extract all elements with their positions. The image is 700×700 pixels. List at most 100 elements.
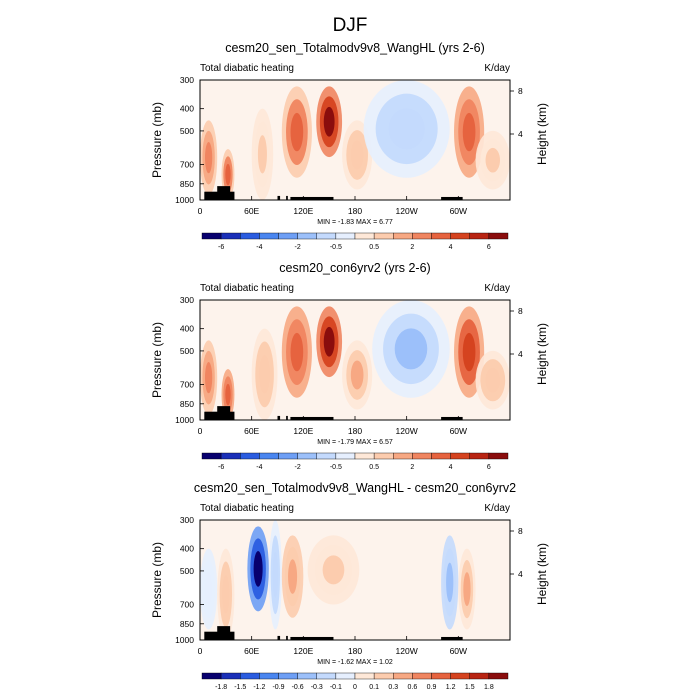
colorbar-swatch <box>220 452 241 460</box>
colorbar-swatch <box>240 672 260 680</box>
y-tick-label: 400 <box>180 544 194 554</box>
colorbar-swatch <box>393 672 413 680</box>
chart-panel-2: cesm20_con6yrv2 (yrs 2-6) Total diabatic … <box>150 261 549 471</box>
heating-region-peak <box>225 163 231 186</box>
colorbar-swatch <box>469 672 490 680</box>
terrain-mask <box>286 195 288 200</box>
colorbar-label: 0.1 <box>369 684 379 691</box>
left-label: Total diabatic heating <box>200 283 294 294</box>
y-tick-label: 500 <box>180 346 194 356</box>
colorbar-swatch <box>412 452 432 460</box>
panel-title: cesm20_sen_Totalmodv9v8_WangHL - cesm20_… <box>194 481 516 495</box>
x-tick-label: 180 <box>348 206 362 216</box>
y-tick-label: 500 <box>180 126 194 136</box>
heating-region-peak <box>350 140 364 170</box>
panel-title: cesm20_sen_Totalmodv9v8_WangHL (yrs 2-6) <box>225 41 485 55</box>
right-tick-label: 8 <box>518 526 523 536</box>
heating-region-peak <box>394 328 428 370</box>
colorbar-label: 0.6 <box>408 684 418 691</box>
x-tick-label: 60E <box>244 646 259 656</box>
terrain-mask <box>217 406 231 420</box>
right-label: K/day <box>484 283 510 294</box>
x-tick-label: 60W <box>450 206 467 216</box>
heating-region-peak <box>485 147 501 173</box>
colorbar-label: -0.3 <box>311 684 323 691</box>
heating-region-peak <box>485 367 501 393</box>
heating-region-peak <box>322 555 345 585</box>
y-tick-label: 700 <box>180 159 194 169</box>
colorbar-label: 4 <box>449 244 453 251</box>
y-tick-label: 300 <box>180 75 194 85</box>
colorbar-swatch <box>335 672 356 680</box>
right-label: K/day <box>484 503 510 514</box>
min-max-stats: MIN = -1.83 MAX = 6.77 <box>317 219 393 226</box>
terrain-mask <box>286 635 288 640</box>
colorbar-label: 0.9 <box>427 684 437 691</box>
colorbar-label: 6 <box>487 244 491 251</box>
colorbar-label: -0.6 <box>292 684 304 691</box>
y-tick-label: 700 <box>180 379 194 389</box>
colorbar-label: -2 <box>295 244 301 251</box>
colorbar-label: 6 <box>487 464 491 471</box>
colorbar-swatch <box>316 232 337 240</box>
heating-region-peak <box>257 135 267 174</box>
x-tick-label: 60E <box>244 426 259 436</box>
colorbar-label: -6 <box>218 244 224 251</box>
chart-panel-3: cesm20_sen_Totalmodv9v8_WangHL - cesm20_… <box>150 481 549 691</box>
colorbar-label: -4 <box>256 244 262 251</box>
terrain-mask <box>286 415 288 420</box>
left-label: Total diabatic heating <box>200 503 294 514</box>
heating-region-peak <box>259 355 271 394</box>
heating-region-peak <box>462 112 476 152</box>
heating-region-peak <box>272 551 279 598</box>
colorbar-swatch <box>316 672 337 680</box>
colorbar-swatch <box>450 232 470 240</box>
terrain-mask <box>441 416 463 420</box>
x-tick-label: 120E <box>293 646 313 656</box>
x-tick-label: 180 <box>348 426 362 436</box>
terrain-mask <box>290 636 334 640</box>
min-max-stats: MIN = -1.79 MAX = 6.57 <box>317 439 393 446</box>
right-tick-label: 8 <box>518 306 523 316</box>
colorbar-swatch <box>335 232 356 240</box>
colorbar-swatch <box>259 232 279 240</box>
chart-panel-1: cesm20_sen_Totalmodv9v8_WangHL (yrs 2-6)… <box>150 41 549 251</box>
heating-region-peak <box>288 559 298 594</box>
y-axis-label: Pressure (mb) <box>150 322 164 398</box>
y-tick-label: 300 <box>180 295 194 305</box>
colorbar-swatch <box>354 232 375 240</box>
colorbar-swatch <box>488 232 509 240</box>
terrain-mask <box>217 186 231 200</box>
x-tick-label: 0 <box>198 206 203 216</box>
colorbar-swatch <box>240 232 260 240</box>
y-tick-label: 1000 <box>175 635 194 645</box>
colorbar-swatch <box>450 452 470 460</box>
colorbar-swatch <box>278 672 298 680</box>
colorbar-label: 1.2 <box>446 684 456 691</box>
colorbar-label: -0.1 <box>330 684 342 691</box>
colorbar-swatch <box>354 452 375 460</box>
left-label: Total diabatic heating <box>200 63 294 74</box>
heating-region-peak <box>388 108 425 150</box>
x-tick-label: 0 <box>198 426 203 436</box>
colorbar-label: -1.8 <box>215 684 227 691</box>
heating-region-peak <box>204 362 213 394</box>
colorbar-label: 0.5 <box>369 464 379 471</box>
colorbar-swatch <box>354 672 375 680</box>
heating-region-peak <box>225 383 231 406</box>
colorbar-swatch <box>201 672 222 680</box>
colorbar-label: -0.5 <box>330 244 342 251</box>
heating-region-peak <box>204 142 213 174</box>
colorbar-label: 1.5 <box>465 684 475 691</box>
colorbar-swatch <box>259 452 279 460</box>
colorbar-swatch <box>488 452 509 460</box>
terrain-mask <box>277 635 281 640</box>
y-axis-label-right: Height (km) <box>535 323 549 385</box>
y-tick-label: 400 <box>180 324 194 334</box>
colorbar-swatch <box>450 672 470 680</box>
heating-region-peak <box>463 572 471 607</box>
colorbar-swatch <box>393 452 413 460</box>
x-tick-label: 120E <box>293 426 313 436</box>
x-tick-label: 120W <box>396 206 418 216</box>
terrain-mask <box>277 195 281 200</box>
